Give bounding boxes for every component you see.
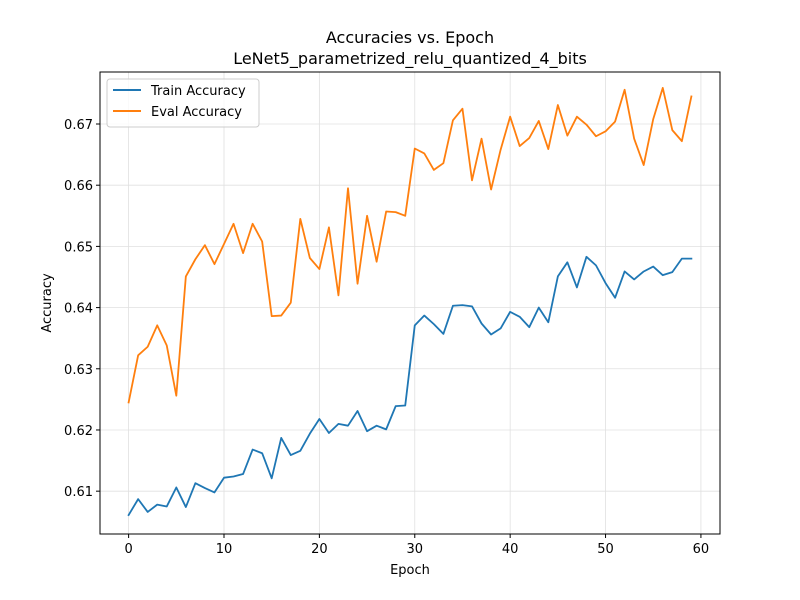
y-tick-label: 0.67 [64, 118, 93, 133]
legend: Train Accuracy Eval Accuracy [106, 78, 260, 128]
x-tick-label: 40 [502, 542, 519, 557]
plot-frame [99, 71, 721, 535]
chart-title: Accuracies vs. Epoch [326, 28, 494, 47]
x-axis-label: Epoch [390, 563, 430, 578]
y-tick-label: 0.65 [64, 240, 93, 255]
y-axis-label: Accuracy [40, 273, 55, 333]
x-tick-label: 0 [124, 542, 132, 557]
x-tick-label: 20 [311, 542, 328, 557]
x-tick-label: 30 [406, 542, 423, 557]
x-tick-label: 50 [597, 542, 614, 557]
series-line-eval [127, 87, 693, 404]
axis-ticks: 0 10 20 30 40 50 60 0.61 0.62 0.63 0.64 0.65 0.66 0.6… [64, 118, 709, 557]
y-tick-label: 0.63 [64, 363, 93, 378]
legend-label-eval: Eval Accuracy [151, 105, 242, 120]
y-tick-label: 0.66 [64, 179, 93, 194]
series-line-train [127, 255, 693, 517]
series-lines [127, 87, 693, 517]
chart-subtitle: LeNet5_parametrized_relu_quantized_4_bit… [233, 49, 587, 69]
x-tick-label: 60 [693, 542, 710, 557]
x-tick-label: 10 [216, 542, 233, 557]
grid [100, 72, 720, 534]
y-tick-label: 0.64 [64, 302, 93, 317]
y-tick-label: 0.62 [64, 424, 93, 439]
legend-box [106, 78, 260, 128]
legend-label-train: Train Accuracy [150, 84, 246, 99]
y-tick-label: 0.61 [64, 485, 93, 500]
